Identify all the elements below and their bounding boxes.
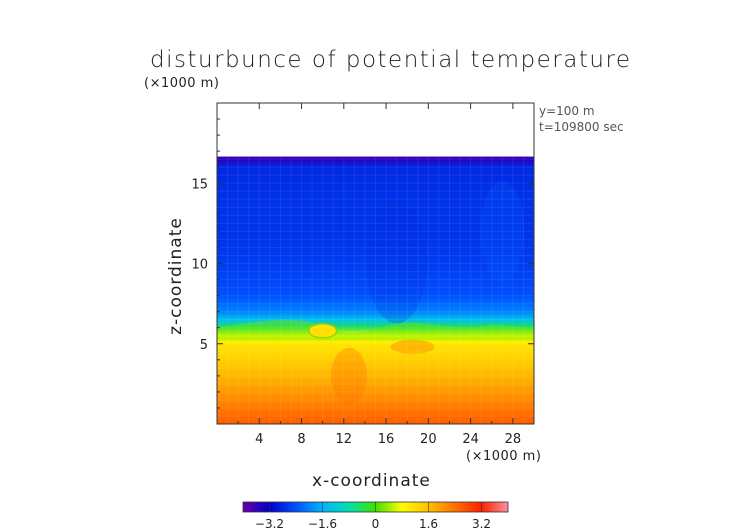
colorbar-tick-label: −1.6 (308, 517, 337, 531)
warm-plume (331, 347, 368, 404)
cool-column (480, 181, 525, 282)
warm-pocket (390, 339, 435, 354)
colorbar-tick-label: 3.2 (472, 517, 491, 531)
colorbar-tick-label: 1.6 (419, 517, 438, 531)
x-tick-label: 16 (378, 432, 395, 447)
warm-pocket (307, 323, 338, 339)
top-axis-unit: (×1000 m) (144, 76, 220, 91)
x-tick-label: 24 (462, 432, 479, 447)
x-tick-label: 28 (505, 432, 522, 447)
x-tick-label: 4 (255, 432, 263, 447)
y-tick-label: 15 (191, 177, 208, 192)
x-tick-label: 20 (420, 432, 437, 447)
x-axis-unit: (×1000 m) (466, 449, 542, 464)
annotation-time: t=109800 sec (539, 120, 624, 134)
x-axis-label: x-coordinate (312, 471, 431, 491)
colorbar: −3.2 −1.6 0 1.6 3.2 (242, 501, 509, 531)
y-tick-label: 5 (200, 338, 208, 353)
temperature-field (217, 157, 534, 424)
mesh-overlay (217, 157, 534, 424)
x-tick-label: 12 (336, 432, 353, 447)
annotation-y: y=100 m (539, 104, 595, 118)
axes: 4 8 12 16 20 24 28 5 10 15 (191, 103, 535, 447)
plot-area (217, 156, 534, 424)
transition-band (217, 319, 534, 341)
cool-column (366, 203, 427, 324)
y-tick-label: 10 (191, 258, 208, 273)
x-tick-label: 8 (297, 432, 305, 447)
colorbar-tick-label: 0 (372, 517, 380, 531)
data-top-edge (217, 156, 534, 160)
chart-title: disturbunce of potential temperature (150, 47, 632, 73)
colorbar-tick-label: −3.2 (255, 517, 284, 531)
